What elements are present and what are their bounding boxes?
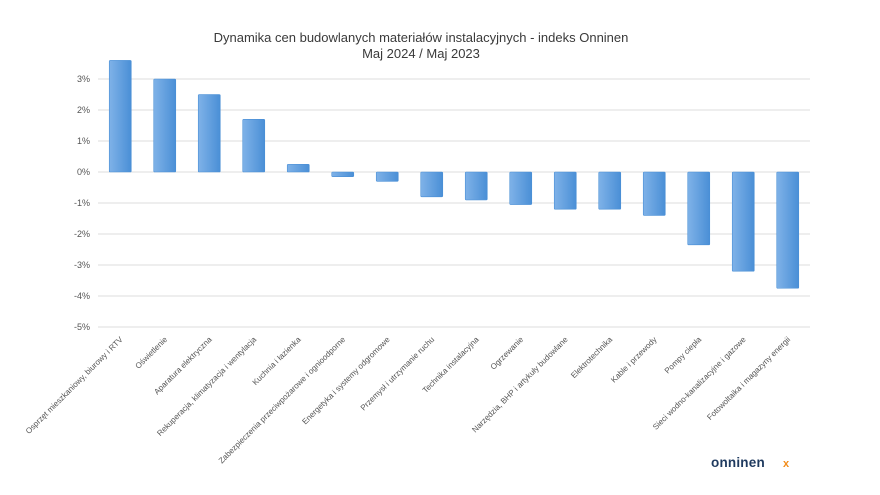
x-tick-label: Narzędzia, BHP i artykuły budowlane — [470, 335, 570, 435]
y-axis-ticks: 3% 2% 1% 0% -1% -2% -3% -4% -5% — [74, 74, 90, 332]
bar — [242, 119, 266, 173]
y-tick-label: -5% — [74, 322, 90, 332]
bar — [331, 171, 355, 177]
bar — [153, 78, 177, 173]
bar — [420, 171, 444, 198]
x-tick-label: Kable i przewody — [609, 335, 658, 384]
brand-logo-text: onninen — [711, 455, 765, 470]
bar — [197, 94, 221, 173]
x-tick-label: Osprzęt mieszkaniowy, biurowy i RTV — [24, 335, 125, 436]
x-tick-label: Energetyka i systemy odgromowe — [300, 335, 392, 427]
bars — [108, 60, 800, 289]
x-axis-labels: Osprzęt mieszkaniowy, biurowy i RTV Oświe… — [24, 335, 792, 466]
bar — [375, 171, 399, 182]
y-tick-label: -4% — [74, 291, 90, 301]
x-tick-label: Przemysł i utrzymanie ruchu — [359, 335, 436, 412]
chart-title: Dynamika cen budowlanych materiałów inst… — [214, 30, 629, 45]
chart-subtitle: Maj 2024 / Maj 2023 — [362, 46, 480, 61]
y-tick-label: 0% — [77, 167, 90, 177]
bar — [286, 163, 310, 173]
bar — [731, 171, 755, 272]
brand-logo-mark-icon: x — [783, 458, 790, 470]
bar — [509, 171, 533, 205]
bar — [687, 171, 711, 246]
bar — [598, 171, 622, 210]
x-tick-label: Rekuperacja, klimatyzacja i wentylacja — [155, 335, 258, 438]
x-tick-label: Elektrotechnika — [569, 335, 614, 380]
bar — [776, 171, 800, 289]
bar — [642, 171, 666, 216]
bar — [464, 171, 488, 201]
y-tick-label: 1% — [77, 136, 90, 146]
y-tick-label: 3% — [77, 74, 90, 84]
x-tick-label: Oświetlenie — [134, 335, 170, 371]
x-tick-label: Pompy ciepła — [663, 335, 704, 376]
x-tick-label: Sieci wodno-kanalizacyjne i gazowe — [651, 335, 748, 432]
x-tick-label: Ogrzewanie — [489, 335, 526, 372]
y-tick-label: 2% — [77, 105, 90, 115]
brand-logo: onninen x — [711, 455, 790, 470]
x-tick-label: Kuchnia i łazienka — [251, 335, 303, 387]
bar — [108, 60, 132, 173]
y-tick-label: -3% — [74, 260, 90, 270]
y-tick-label: -1% — [74, 198, 90, 208]
bar — [553, 171, 577, 210]
x-tick-label: Fotowoltaika i magazyny energii — [705, 335, 792, 422]
y-tick-label: -2% — [74, 229, 90, 239]
